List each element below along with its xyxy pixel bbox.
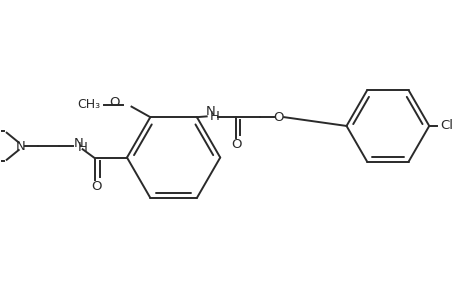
Text: O: O — [230, 139, 241, 152]
Text: Cl: Cl — [439, 119, 452, 132]
Text: H: H — [78, 141, 87, 154]
Text: H: H — [210, 110, 219, 123]
Text: N: N — [205, 105, 215, 118]
Text: O: O — [273, 111, 284, 124]
Text: O: O — [110, 96, 120, 109]
Text: O: O — [91, 180, 101, 193]
Text: N: N — [16, 140, 26, 153]
Text: CH₃: CH₃ — [77, 98, 100, 111]
Text: N: N — [73, 137, 83, 150]
